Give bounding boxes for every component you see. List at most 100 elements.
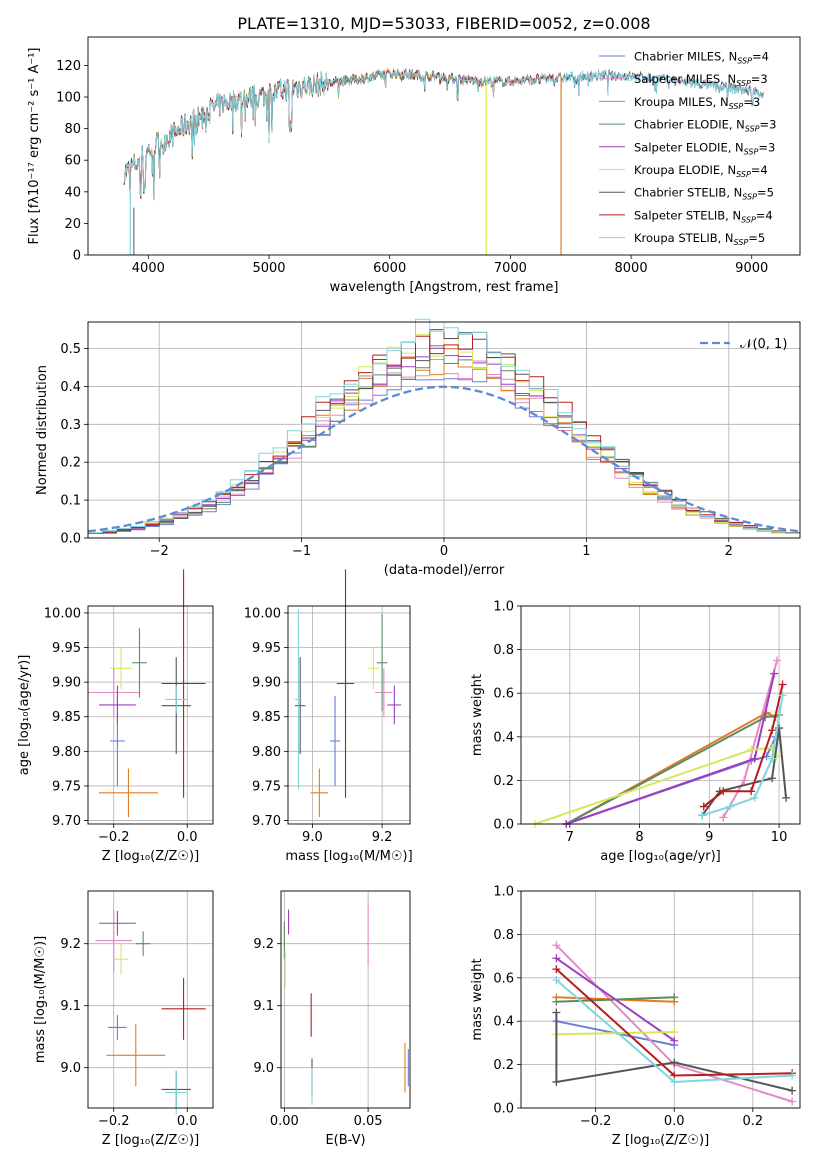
y-tick-label: 0.2 (60, 456, 81, 471)
x-tick-label: 1 (582, 544, 590, 559)
y-tick-label: 9.0 (60, 1061, 81, 1076)
legend-label-text: Kroupa STELIB, N (634, 231, 734, 245)
y-tick-label: 9.85 (52, 710, 81, 725)
y-tick-label: 0.8 (493, 643, 514, 658)
x-tick-label: 0.05 (354, 1114, 383, 1129)
y-tick-label: 0.5 (60, 342, 81, 357)
weight-marker (719, 787, 728, 796)
x-tick-label: 6000 (373, 261, 406, 276)
y-tick-label: 0.1 (60, 494, 81, 509)
legend-label-subscript: SSP (736, 79, 751, 88)
weight-marker (726, 802, 735, 811)
weight-marker (740, 776, 749, 785)
legend-label-value: =4 (756, 208, 773, 222)
plot-area (123, 68, 764, 255)
y-tick-label: 9.90 (52, 676, 81, 691)
weight-series-line (556, 1031, 675, 1036)
weight-marker (772, 656, 781, 665)
x-tick-label: 0.0 (177, 1114, 198, 1129)
x-axis-label: (data-model)/error (384, 563, 505, 578)
axes-frame (87, 36, 801, 256)
weight-vs-z-panel: −0.2 0.0 0.2 0.0 0.2 0.4 0.6 0.8 1.0 Z [log₁₀(Z/Z… (470, 885, 801, 1148)
y-axis-label: mass weight (470, 674, 485, 756)
spectrum-panel: 4000 5000 6000 7000 8000 9000 0 20 40 60 80 100 120 w… (27, 36, 801, 295)
y-tick-label: 9.1 (253, 999, 274, 1014)
legend-label-text: Salpeter MILES, N (634, 72, 736, 86)
weight-vs-age-panel: 7 8 9 10 0.0 0.2 0.4 0.6 0.8 1.0 age [log₁₀(age/yr… (470, 600, 801, 864)
weight-marker (699, 802, 708, 811)
plot-area (88, 569, 206, 818)
spectrum-series (123, 68, 764, 199)
weight-marker (778, 691, 787, 700)
x-axis-label: Z [log₁₀(Z/Z☉)] (102, 1133, 199, 1148)
axes-frame (280, 890, 411, 1109)
y-tick-label: 9.70 (252, 814, 281, 829)
y-tick-label: 60 (64, 154, 81, 169)
plot-area (95, 909, 206, 1115)
weight-marker (768, 726, 777, 735)
weight-marker (782, 793, 791, 802)
y-tick-label: 9.80 (52, 745, 81, 760)
legend-label-value: =4 (752, 50, 769, 64)
x-tick-label: 0.0 (664, 1114, 685, 1129)
y-tick-label: 0.3 (60, 418, 81, 433)
y-tick-label: 0.8 (493, 928, 514, 943)
legend-label: Salpeter STELIB, NSSP=4 (634, 208, 773, 224)
x-axis-label: Z [log₁₀(Z/Z☉)] (102, 849, 199, 864)
y-axis-label: mass weight (470, 958, 485, 1040)
x-axis-label: E(B-V) (325, 1133, 365, 1148)
legend-label-value: =5 (757, 186, 774, 200)
legend-label: Chabrier STELIB, NSSP=5 (634, 186, 774, 202)
x-tick-label: 2 (725, 544, 733, 559)
y-axis-label: Normed distribution (35, 365, 50, 495)
mass-vs-z-panel: −0.2 0.0 9.0 9.1 9.2 Z [log₁₀(Z/Z☉)] mass [log… (33, 890, 214, 1148)
plot-area (530, 656, 791, 828)
y-tick-label: 9.2 (253, 937, 274, 952)
weight-marker (788, 1071, 797, 1080)
y-tick-label: 0 (73, 249, 81, 264)
legend-label-text: Kroupa MILES, N (634, 95, 729, 109)
plot-area (87, 318, 801, 534)
age-vs-mass-panel: 9.0 9.2 9.70 9.75 9.80 9.85 9.90 9.95 10.00 mass … (244, 569, 413, 864)
y-tick-label: 10.00 (44, 606, 81, 621)
weight-marker (670, 1036, 679, 1045)
weight-marker (552, 965, 561, 974)
weight-marker (552, 997, 561, 1006)
y-tick-label: 40 (64, 185, 81, 200)
plot-area (294, 569, 402, 818)
y-tick-label: 0.6 (493, 971, 514, 986)
weight-marker (698, 811, 707, 820)
weight-marker (788, 1097, 797, 1106)
axes-frame (87, 605, 214, 825)
residual-panel: −2 −1 0 1 2 0.0 0.1 0.2 0.3 0.4 0.5 (data-model)/er… (35, 318, 801, 578)
legend-label-value: =5 (748, 231, 765, 245)
legend-label-subscript: SSP (737, 57, 752, 66)
legend-label: Chabrier MILES, NSSP=4 (634, 50, 769, 66)
y-tick-label: 10.00 (244, 606, 281, 621)
y-tick-label: 9.1 (60, 999, 81, 1014)
y-tick-label: 9.75 (52, 779, 81, 794)
x-tick-label: 8 (635, 830, 643, 845)
y-tick-label: 0.4 (493, 1015, 514, 1030)
legend-label: Salpeter ELODIE, NSSP=3 (634, 140, 775, 156)
legend-label-value: =3 (743, 95, 760, 109)
weight-series-line (555, 957, 675, 1042)
y-tick-label: 9.70 (52, 814, 81, 829)
axes-frame (520, 890, 801, 1109)
x-tick-label: 0 (440, 544, 448, 559)
weight-marker (788, 1086, 797, 1095)
weight-marker (768, 754, 777, 763)
x-axis-label: wavelength [Angstrom, rest frame] (330, 280, 559, 295)
legend-label-text: Chabrier MILES, N (634, 50, 737, 64)
x-tick-label: 9.0 (302, 830, 323, 845)
plot-area (283, 903, 409, 1105)
y-tick-label: 0.2 (493, 774, 514, 789)
weight-marker (719, 813, 728, 822)
x-tick-label: 0.0 (177, 830, 198, 845)
y-tick-label: 0.2 (493, 1058, 514, 1073)
x-tick-label: 10 (771, 830, 788, 845)
legend-label-text: Kroupa ELODIE, N (634, 163, 736, 177)
weight-marker (670, 1058, 679, 1067)
weight-marker (670, 1028, 679, 1037)
